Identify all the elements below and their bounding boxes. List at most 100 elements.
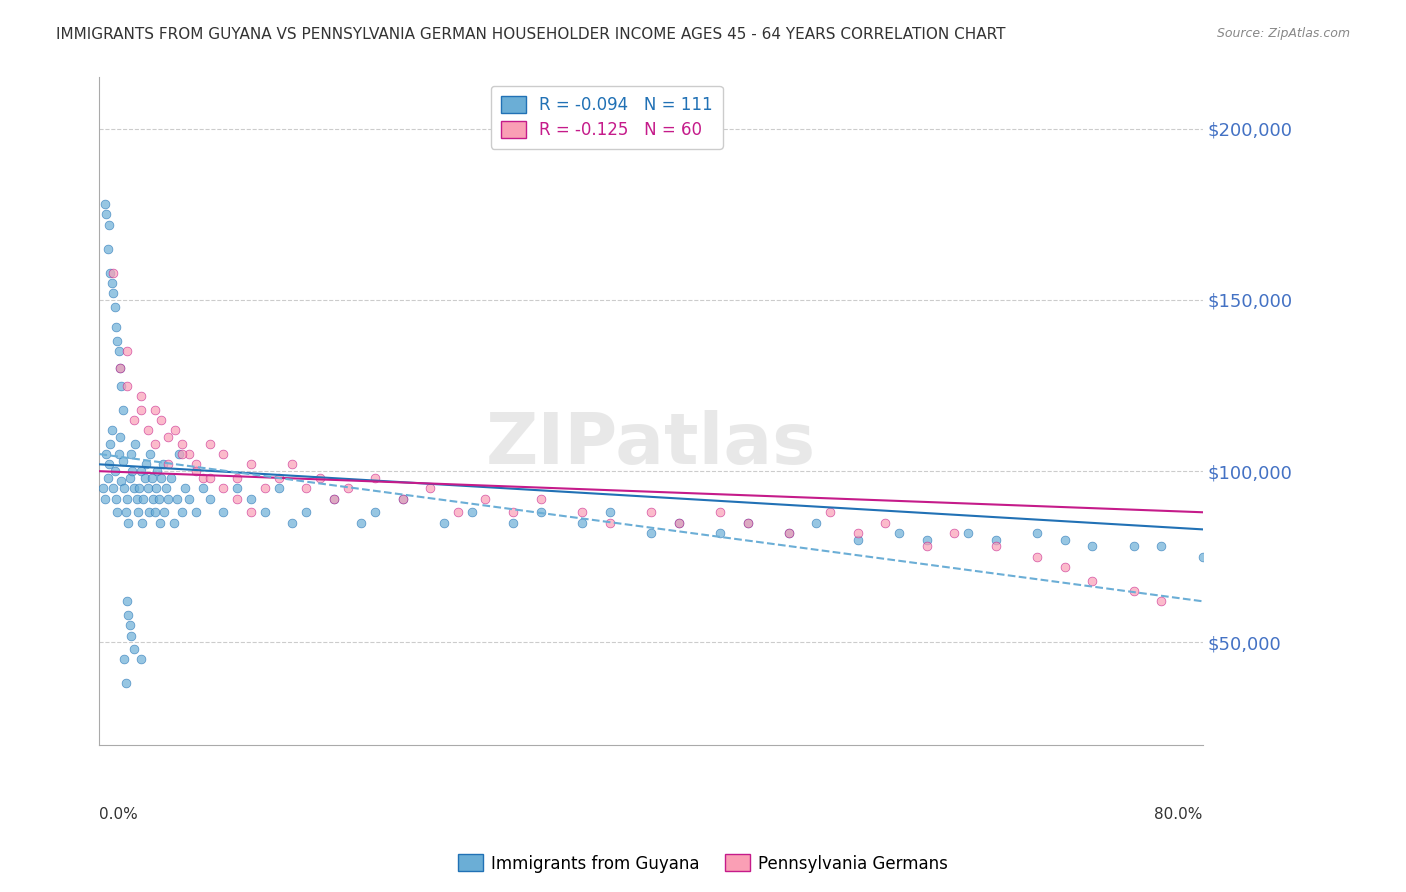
Point xyxy=(177,491,200,506)
Point xyxy=(138,505,160,519)
Text: Source: ZipAtlas.com: Source: ZipAtlas.com xyxy=(1216,27,1350,40)
Point xyxy=(101,286,124,301)
Point xyxy=(322,491,344,506)
Point xyxy=(668,516,690,530)
Point xyxy=(129,652,152,666)
Point xyxy=(172,505,194,519)
Point xyxy=(135,458,157,472)
Point xyxy=(145,481,167,495)
Point xyxy=(103,300,125,314)
Point xyxy=(105,334,128,348)
Point xyxy=(240,491,263,506)
Point xyxy=(97,471,120,485)
Point xyxy=(875,516,897,530)
Point xyxy=(122,642,145,657)
Point xyxy=(108,361,131,376)
Point xyxy=(184,464,207,478)
Point xyxy=(502,505,524,519)
Point xyxy=(104,491,127,506)
Point xyxy=(957,525,980,540)
Point xyxy=(820,505,842,519)
Point xyxy=(309,471,332,485)
Point xyxy=(889,525,911,540)
Point xyxy=(322,491,344,506)
Point xyxy=(281,458,304,472)
Point xyxy=(253,505,276,519)
Point xyxy=(150,413,173,427)
Point xyxy=(110,475,132,489)
Point xyxy=(668,516,690,530)
Point xyxy=(915,540,938,554)
Point xyxy=(139,447,162,461)
Point xyxy=(419,481,441,495)
Point xyxy=(846,525,869,540)
Point xyxy=(915,533,938,547)
Point xyxy=(96,207,118,221)
Point xyxy=(115,491,138,506)
Text: ZIPatlas: ZIPatlas xyxy=(486,410,815,479)
Point xyxy=(165,423,187,437)
Point xyxy=(640,525,662,540)
Point xyxy=(1026,525,1049,540)
Point xyxy=(198,471,221,485)
Point xyxy=(191,471,214,485)
Point xyxy=(107,447,129,461)
Point xyxy=(1026,549,1049,564)
Point xyxy=(132,491,155,506)
Point xyxy=(267,471,290,485)
Point xyxy=(640,505,662,519)
Point xyxy=(124,437,146,451)
Point xyxy=(101,266,124,280)
Point xyxy=(173,481,195,495)
Point xyxy=(198,491,221,506)
Point xyxy=(112,652,135,666)
Point xyxy=(267,481,290,495)
Point xyxy=(212,447,235,461)
Point xyxy=(166,491,188,506)
Point xyxy=(226,481,249,495)
Point xyxy=(530,491,553,506)
Point xyxy=(118,471,141,485)
Point xyxy=(1150,540,1173,554)
Point xyxy=(93,481,115,495)
Point xyxy=(571,516,593,530)
Point xyxy=(104,320,127,334)
Point xyxy=(1150,594,1173,608)
Point xyxy=(350,516,373,530)
Point xyxy=(163,516,186,530)
Point xyxy=(100,266,122,280)
Point xyxy=(125,491,148,506)
Point xyxy=(1191,549,1213,564)
Point xyxy=(105,505,128,519)
Point xyxy=(153,505,176,519)
Point xyxy=(129,389,152,403)
Point xyxy=(474,491,496,506)
Point xyxy=(148,491,170,506)
Point xyxy=(240,458,263,472)
Point xyxy=(846,533,869,547)
Point xyxy=(184,458,207,472)
Point xyxy=(172,437,194,451)
Point xyxy=(737,516,759,530)
Point xyxy=(737,516,759,530)
Point xyxy=(136,481,159,495)
Point xyxy=(121,464,143,478)
Point xyxy=(157,491,180,506)
Point xyxy=(778,525,800,540)
Point xyxy=(94,491,117,506)
Point xyxy=(212,481,235,495)
Point xyxy=(128,481,150,495)
Point xyxy=(112,481,135,495)
Point xyxy=(433,516,456,530)
Point xyxy=(226,471,249,485)
Point xyxy=(96,447,118,461)
Point xyxy=(98,218,121,232)
Point xyxy=(295,505,318,519)
Point xyxy=(97,242,120,256)
Point xyxy=(984,540,1007,554)
Point xyxy=(115,378,138,392)
Point xyxy=(984,533,1007,547)
Legend: Immigrants from Guyana, Pennsylvania Germans: Immigrants from Guyana, Pennsylvania Ger… xyxy=(451,847,955,880)
Point xyxy=(191,481,214,495)
Text: IMMIGRANTS FROM GUYANA VS PENNSYLVANIA GERMAN HOUSEHOLDER INCOME AGES 45 - 64 YE: IMMIGRANTS FROM GUYANA VS PENNSYLVANIA G… xyxy=(56,27,1005,42)
